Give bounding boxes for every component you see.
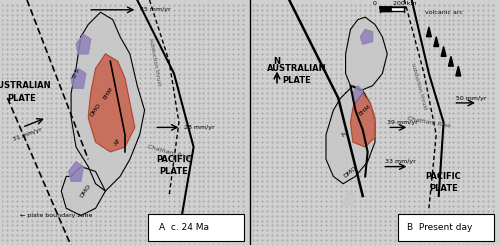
Polygon shape: [360, 29, 372, 44]
Text: DMO: DMO: [89, 103, 102, 118]
Text: PLATE: PLATE: [282, 76, 311, 85]
Text: subduction thrust: subduction thrust: [410, 62, 428, 110]
Text: B  Present day: B Present day: [407, 223, 472, 232]
Text: N: N: [274, 57, 280, 66]
Text: Chatham Rise: Chatham Rise: [147, 144, 191, 160]
Polygon shape: [71, 69, 86, 88]
Text: 28 mm/yr: 28 mm/yr: [184, 125, 214, 130]
Text: 200 km: 200 km: [392, 1, 416, 6]
Text: AF: AF: [114, 137, 122, 147]
Text: AUSTRALIAN: AUSTRALIAN: [0, 81, 52, 90]
Polygon shape: [426, 27, 432, 37]
Polygon shape: [343, 191, 355, 206]
Text: Chatham Rise: Chatham Rise: [407, 116, 451, 129]
Text: DMO: DMO: [343, 165, 358, 178]
Text: subduction thrust: subduction thrust: [148, 37, 161, 86]
Polygon shape: [62, 167, 106, 216]
Text: A  c. 24 Ma: A c. 24 Ma: [160, 223, 210, 232]
Polygon shape: [76, 34, 90, 54]
Text: 45 mm/yr: 45 mm/yr: [140, 7, 170, 12]
Polygon shape: [346, 17, 387, 91]
Text: PLATE: PLATE: [8, 94, 36, 102]
FancyBboxPatch shape: [148, 214, 244, 241]
Polygon shape: [434, 37, 438, 47]
Polygon shape: [448, 56, 454, 66]
Text: 33 mm/yr: 33 mm/yr: [385, 159, 416, 164]
Text: PLATE: PLATE: [429, 184, 458, 193]
Polygon shape: [456, 66, 461, 76]
Text: ← plate boundary zone: ← plate boundary zone: [20, 213, 92, 218]
Text: PACIFIC: PACIFIC: [156, 155, 192, 164]
Text: PACIFIC: PACIFIC: [426, 172, 462, 181]
Polygon shape: [350, 93, 375, 147]
Text: 39 mm/yr: 39 mm/yr: [387, 120, 418, 125]
Polygon shape: [88, 54, 135, 152]
Text: DMO: DMO: [80, 184, 92, 199]
Text: 0: 0: [373, 1, 377, 6]
Text: TFS: TFS: [72, 67, 80, 80]
Text: EHM: EHM: [102, 86, 114, 100]
Polygon shape: [441, 47, 446, 56]
Text: 31 mm/yr: 31 mm/yr: [12, 127, 43, 142]
Text: A F: A F: [340, 127, 350, 138]
Text: AUSTRALIAN: AUSTRALIAN: [267, 64, 326, 73]
Text: PLATE: PLATE: [160, 167, 188, 176]
Text: volcanic arc: volcanic arc: [424, 10, 463, 15]
Polygon shape: [68, 162, 84, 181]
FancyBboxPatch shape: [398, 214, 494, 241]
Polygon shape: [353, 86, 363, 100]
Text: 50 mm/yr: 50 mm/yr: [456, 96, 486, 100]
Polygon shape: [71, 12, 144, 191]
Text: EHM: EHM: [358, 104, 372, 117]
Polygon shape: [326, 86, 375, 184]
